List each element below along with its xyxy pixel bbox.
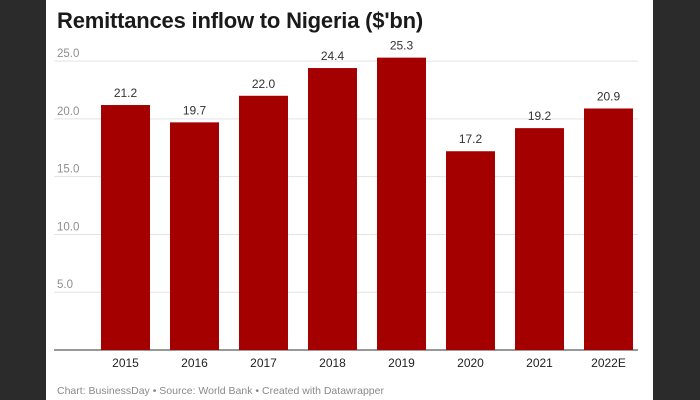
y-tick-label: 15.0 [57,164,79,176]
bar-chart: 5.0 10.0 15.0 20.0 25.0 21.2 19.7 22.0 24.4 25.3… [54,39,638,370]
data-label: 24.4 [321,49,345,63]
bar [308,68,357,351]
bar [584,108,633,350]
chart-card: Remittances inflow to Nigeria ($'bn) 5.0… [46,0,653,400]
data-label: 21.2 [114,86,138,100]
data-label: 20.9 [597,89,621,103]
x-tick-label: 2019 [388,356,415,370]
bar [101,105,150,351]
x-tick-label: 2021 [526,356,553,370]
x-axis-ticks: 2015 2016 2017 2018 2019 2020 2021 2022E [112,356,626,370]
bar [515,128,564,350]
x-tick-label: 2015 [112,356,139,370]
bars [101,57,633,351]
y-axis-ticks: 5.0 10.0 15.0 20.0 25.0 [57,48,79,291]
y-tick-label: 5.0 [57,279,73,291]
y-tick-label: 25.0 [57,48,79,60]
x-tick-label: 2020 [457,356,484,370]
chart-title: Remittances inflow to Nigeria ($'bn) [57,8,423,33]
x-tick-label: 2016 [181,356,208,370]
data-label: 25.3 [390,39,414,53]
data-labels: 21.2 19.7 22.0 24.4 25.3 17.2 19.2 20.9 [114,39,621,147]
bar [377,57,426,351]
data-label: 19.7 [183,103,207,117]
chart-footer: Chart: BusinessDay • Source: World Bank … [57,385,384,397]
bar [446,151,495,350]
x-tick-label: 2018 [319,356,346,370]
x-tick-label: 2022E [591,356,626,370]
data-label: 17.2 [459,132,483,146]
bar [239,95,288,351]
y-tick-label: 20.0 [57,106,79,118]
data-label: 22.0 [252,77,276,91]
bar [170,122,219,350]
x-tick-label: 2017 [250,356,277,370]
y-tick-label: 10.0 [57,221,79,233]
data-label: 19.2 [528,109,552,123]
